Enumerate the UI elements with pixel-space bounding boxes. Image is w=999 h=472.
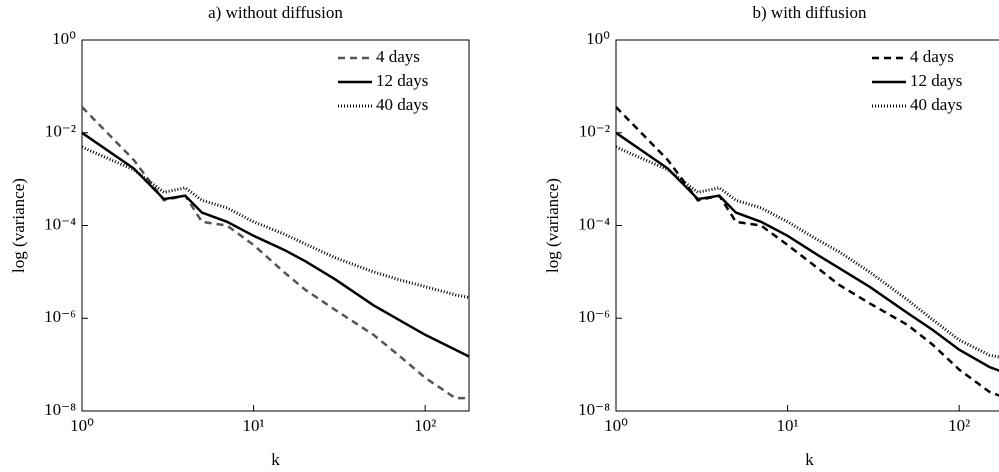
x-tick-label: 10¹ [777,416,799,435]
series-line [81,106,469,400]
x-tick-label: 10¹ [243,416,265,435]
x-tick-label: 10⁰ [604,416,628,435]
chart-title: a) without diffusion [208,3,343,22]
y-tick-label: 10⁻⁶ [578,307,610,326]
y-tick-label: 10⁰ [586,29,610,48]
legend-label: 12 days [376,71,428,90]
y-tick-label: 10⁻⁴ [578,214,610,233]
legend-label: 4 days [376,47,420,66]
x-axis-label: k [805,450,814,469]
x-tick-label: 10⁰ [70,416,94,435]
series-line [81,131,470,358]
chart-title: b) with diffusion [753,3,867,22]
y-axis-label: log (variance) [543,178,562,273]
y-tick-label: 10⁻⁶ [44,307,76,326]
series-line [615,145,999,359]
x-axis-label: k [271,450,280,469]
series-line [615,131,999,372]
y-axis-label: log (variance) [9,178,28,273]
y-tick-label: 10⁻⁴ [44,214,76,233]
legend-label: 40 days [910,95,962,114]
series-line [81,145,470,299]
legend-label: 12 days [910,71,962,90]
y-tick-label: 10⁻² [579,122,610,141]
x-tick-label: 10² [414,416,436,435]
y-tick-label: 10⁻² [45,122,76,141]
legend-label: 4 days [910,47,954,66]
y-tick-label: 10⁻⁸ [44,400,76,419]
series-line [615,106,999,397]
x-tick-label: 10² [948,416,970,435]
y-tick-label: 10⁻⁸ [578,400,610,419]
y-tick-label: 10⁰ [52,29,76,48]
legend-label: 40 days [376,95,428,114]
